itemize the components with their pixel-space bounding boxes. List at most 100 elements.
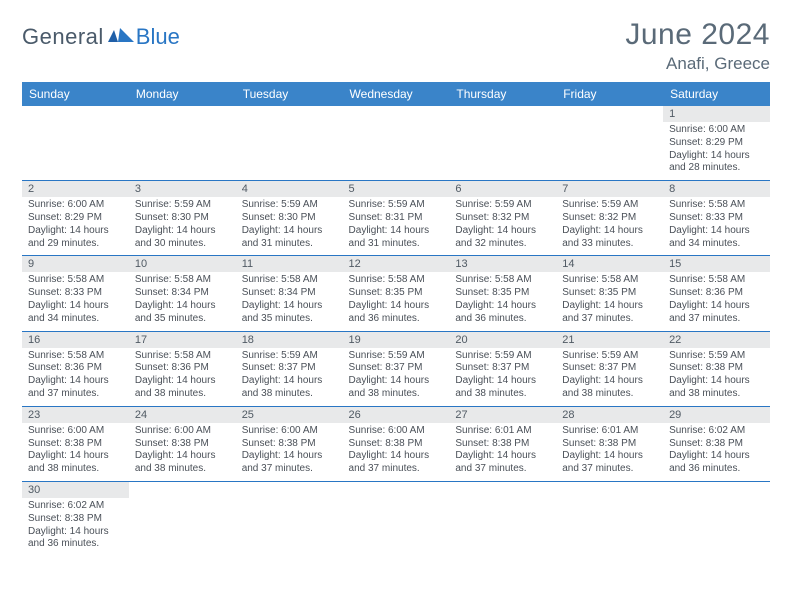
daylight-line: Daylight: 14 hours and 31 minutes. — [349, 225, 444, 251]
sunset-line: Sunset: 8:36 PM — [135, 362, 230, 375]
sunrise-line: Sunrise: 5:59 AM — [455, 350, 550, 363]
daylight-line: Daylight: 14 hours and 36 minutes. — [669, 450, 764, 476]
day-detail-cell: Sunrise: 6:01 AMSunset: 8:38 PMDaylight:… — [556, 423, 663, 482]
day-detail-cell: Sunrise: 6:01 AMSunset: 8:38 PMDaylight:… — [449, 423, 556, 482]
day-number-cell: 16 — [22, 331, 129, 348]
day-detail-cell: Sunrise: 5:58 AMSunset: 8:33 PMDaylight:… — [663, 197, 770, 256]
day-detail-cell: Sunrise: 5:58 AMSunset: 8:36 PMDaylight:… — [663, 272, 770, 331]
sunset-line: Sunset: 8:38 PM — [242, 438, 337, 451]
day-detail-cell: Sunrise: 5:58 AMSunset: 8:36 PMDaylight:… — [22, 348, 129, 407]
sunset-line: Sunset: 8:33 PM — [669, 212, 764, 225]
daylight-line: Daylight: 14 hours and 38 minutes. — [349, 375, 444, 401]
sunrise-line: Sunrise: 6:02 AM — [669, 425, 764, 438]
weekday-header: Sunday — [22, 82, 129, 106]
daylight-line: Daylight: 14 hours and 38 minutes. — [28, 450, 123, 476]
day-number-cell: 24 — [129, 406, 236, 423]
location-label: Anafi, Greece — [625, 54, 770, 74]
daylight-line: Daylight: 14 hours and 38 minutes. — [669, 375, 764, 401]
day-detail-cell: Sunrise: 5:58 AMSunset: 8:33 PMDaylight:… — [22, 272, 129, 331]
day-detail-row: Sunrise: 6:00 AMSunset: 8:29 PMDaylight:… — [22, 197, 770, 256]
weekday-header: Thursday — [449, 82, 556, 106]
sunrise-line: Sunrise: 5:58 AM — [135, 350, 230, 363]
day-number-cell: 13 — [449, 256, 556, 273]
day-detail-cell: Sunrise: 6:02 AMSunset: 8:38 PMDaylight:… — [663, 423, 770, 482]
day-number-row: 23242526272829 — [22, 406, 770, 423]
sunset-line: Sunset: 8:38 PM — [349, 438, 444, 451]
day-number-cell: 20 — [449, 331, 556, 348]
sunrise-line: Sunrise: 5:59 AM — [135, 199, 230, 212]
day-number-cell: 1 — [663, 106, 770, 122]
day-detail-cell: Sunrise: 5:58 AMSunset: 8:34 PMDaylight:… — [236, 272, 343, 331]
day-detail-cell — [236, 498, 343, 556]
day-number-row: 2345678 — [22, 181, 770, 198]
sunrise-line: Sunrise: 5:58 AM — [669, 199, 764, 212]
calendar-table: Sunday Monday Tuesday Wednesday Thursday… — [22, 82, 770, 556]
daylight-line: Daylight: 14 hours and 37 minutes. — [455, 450, 550, 476]
weekday-header: Saturday — [663, 82, 770, 106]
day-number-cell — [236, 106, 343, 122]
sunrise-line: Sunrise: 6:00 AM — [349, 425, 444, 438]
day-detail-cell: Sunrise: 5:59 AMSunset: 8:37 PMDaylight:… — [556, 348, 663, 407]
day-detail-cell — [449, 122, 556, 181]
day-detail-cell: Sunrise: 5:58 AMSunset: 8:36 PMDaylight:… — [129, 348, 236, 407]
sunset-line: Sunset: 8:30 PM — [242, 212, 337, 225]
sunset-line: Sunset: 8:29 PM — [669, 137, 764, 150]
flag-icon — [108, 26, 134, 49]
day-detail-cell: Sunrise: 5:58 AMSunset: 8:35 PMDaylight:… — [343, 272, 450, 331]
day-detail-row: Sunrise: 6:00 AMSunset: 8:38 PMDaylight:… — [22, 423, 770, 482]
sunset-line: Sunset: 8:37 PM — [455, 362, 550, 375]
day-detail-cell: Sunrise: 6:00 AMSunset: 8:29 PMDaylight:… — [663, 122, 770, 181]
day-number-cell: 6 — [449, 181, 556, 198]
sunset-line: Sunset: 8:30 PM — [135, 212, 230, 225]
daylight-line: Daylight: 14 hours and 34 minutes. — [28, 300, 123, 326]
sunrise-line: Sunrise: 5:59 AM — [669, 350, 764, 363]
day-number-cell: 5 — [343, 181, 450, 198]
sunset-line: Sunset: 8:38 PM — [455, 438, 550, 451]
sunset-line: Sunset: 8:35 PM — [562, 287, 657, 300]
daylight-line: Daylight: 14 hours and 35 minutes. — [242, 300, 337, 326]
day-number-cell: 2 — [22, 181, 129, 198]
day-detail-cell — [236, 122, 343, 181]
sunset-line: Sunset: 8:31 PM — [349, 212, 444, 225]
day-detail-cell: Sunrise: 6:00 AMSunset: 8:38 PMDaylight:… — [343, 423, 450, 482]
daylight-line: Daylight: 14 hours and 31 minutes. — [242, 225, 337, 251]
sunrise-line: Sunrise: 5:59 AM — [242, 350, 337, 363]
month-title: June 2024 — [625, 18, 770, 52]
day-number-cell — [449, 481, 556, 498]
day-number-cell — [129, 106, 236, 122]
sunrise-line: Sunrise: 5:58 AM — [135, 274, 230, 287]
day-number-cell: 11 — [236, 256, 343, 273]
sunrise-line: Sunrise: 5:59 AM — [349, 350, 444, 363]
sunset-line: Sunset: 8:37 PM — [349, 362, 444, 375]
day-detail-cell: Sunrise: 5:59 AMSunset: 8:32 PMDaylight:… — [556, 197, 663, 256]
sunrise-line: Sunrise: 5:58 AM — [349, 274, 444, 287]
weekday-header: Wednesday — [343, 82, 450, 106]
sunrise-line: Sunrise: 6:00 AM — [28, 199, 123, 212]
daylight-line: Daylight: 14 hours and 28 minutes. — [669, 150, 764, 176]
day-detail-cell: Sunrise: 5:59 AMSunset: 8:32 PMDaylight:… — [449, 197, 556, 256]
day-detail-cell — [556, 498, 663, 556]
daylight-line: Daylight: 14 hours and 37 minutes. — [669, 300, 764, 326]
daylight-line: Daylight: 14 hours and 33 minutes. — [562, 225, 657, 251]
sunrise-line: Sunrise: 6:01 AM — [455, 425, 550, 438]
day-number-row: 1 — [22, 106, 770, 122]
day-number-cell: 25 — [236, 406, 343, 423]
sunset-line: Sunset: 8:38 PM — [669, 438, 764, 451]
daylight-line: Daylight: 14 hours and 32 minutes. — [455, 225, 550, 251]
brand-general: General — [22, 24, 104, 50]
daylight-line: Daylight: 14 hours and 38 minutes. — [242, 375, 337, 401]
day-detail-cell — [343, 122, 450, 181]
day-number-cell — [343, 106, 450, 122]
day-number-row: 30 — [22, 481, 770, 498]
day-detail-cell — [449, 498, 556, 556]
weekday-header: Friday — [556, 82, 663, 106]
sunrise-line: Sunrise: 5:59 AM — [455, 199, 550, 212]
day-detail-row: Sunrise: 6:02 AMSunset: 8:38 PMDaylight:… — [22, 498, 770, 556]
sunset-line: Sunset: 8:35 PM — [455, 287, 550, 300]
sunrise-line: Sunrise: 5:58 AM — [242, 274, 337, 287]
daylight-line: Daylight: 14 hours and 38 minutes. — [455, 375, 550, 401]
day-detail-cell: Sunrise: 5:58 AMSunset: 8:35 PMDaylight:… — [449, 272, 556, 331]
day-detail-cell: Sunrise: 5:59 AMSunset: 8:37 PMDaylight:… — [449, 348, 556, 407]
weekday-header-row: Sunday Monday Tuesday Wednesday Thursday… — [22, 82, 770, 106]
sunrise-line: Sunrise: 6:00 AM — [242, 425, 337, 438]
